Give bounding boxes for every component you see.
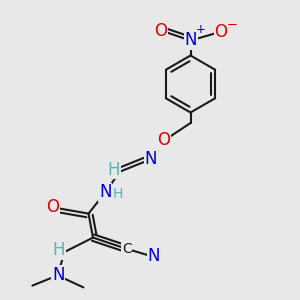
Text: N: N	[185, 31, 197, 49]
Text: O: O	[158, 131, 171, 149]
Text: H: H	[108, 161, 120, 179]
Text: H: H	[53, 241, 65, 259]
Text: +: +	[195, 23, 205, 36]
Text: H: H	[113, 187, 123, 201]
Text: N: N	[147, 247, 160, 265]
Text: O: O	[46, 198, 59, 216]
Text: O: O	[154, 22, 167, 40]
Text: N: N	[99, 183, 112, 201]
Text: −: −	[227, 20, 238, 32]
Text: C: C	[122, 242, 132, 256]
Text: N: N	[145, 150, 157, 168]
Text: O: O	[214, 23, 228, 41]
Text: N: N	[52, 266, 64, 284]
